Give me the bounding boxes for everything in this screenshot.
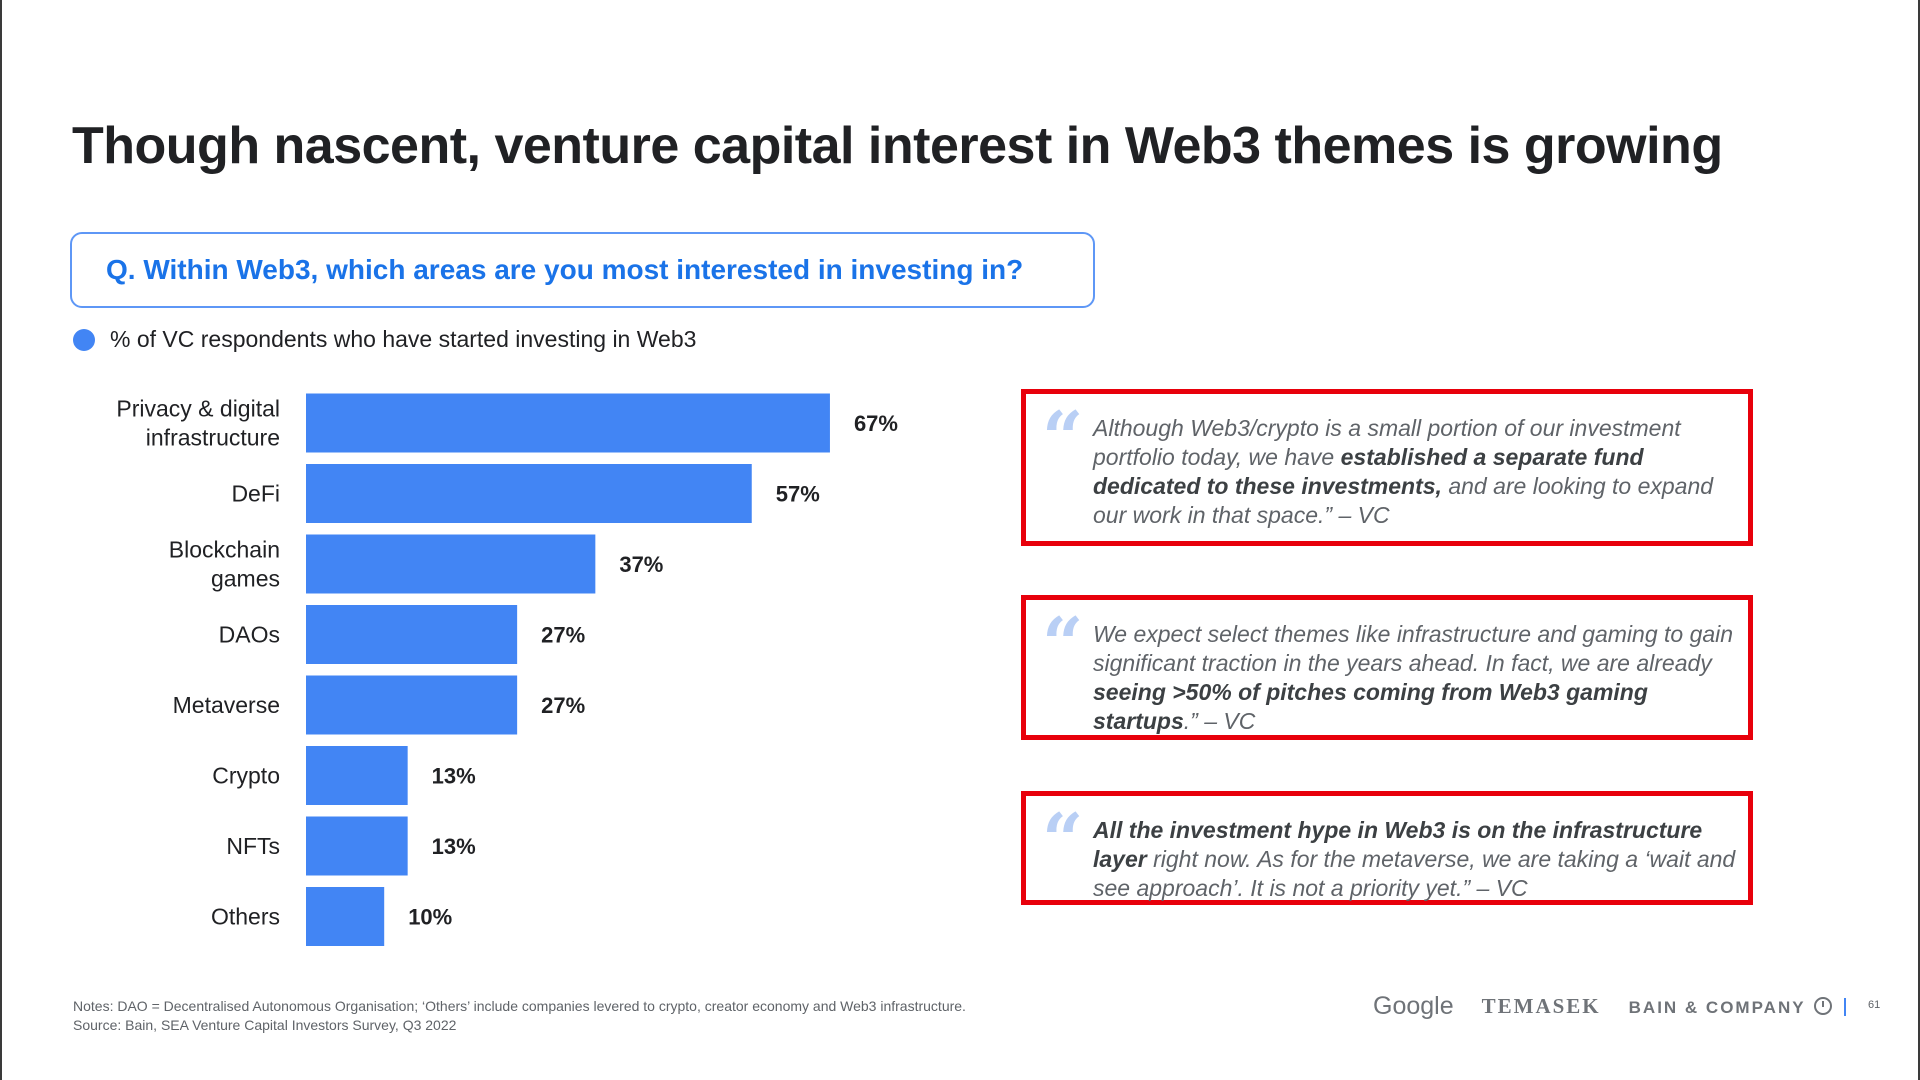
- bar: [306, 393, 830, 453]
- category-label: NFTs: [226, 833, 280, 859]
- slide-title: Though nascent, venture capital interest…: [72, 117, 1723, 175]
- bain-logo-text: BAIN & COMPANY: [1628, 997, 1806, 1017]
- bar: [306, 746, 408, 805]
- category-label: DAOs: [219, 622, 280, 648]
- bar-value-label: 27%: [541, 693, 585, 718]
- quote-mark-icon: “: [1042, 395, 1084, 480]
- page-number: 61: [1868, 999, 1881, 1011]
- quote-emphasis: All the investment hype in Web3 is on th…: [1093, 817, 1703, 872]
- bar-value-label: 27%: [541, 623, 585, 648]
- bar: [306, 675, 518, 735]
- category-label: Blockchain games: [169, 537, 280, 592]
- bain-logo: BAIN & COMPANY: [1629, 995, 1832, 1018]
- quote-segment: We expect select themes like infrastruct…: [1093, 621, 1734, 676]
- bar-value-label: 10%: [408, 905, 452, 930]
- category-label: Metaverse: [173, 692, 280, 718]
- bain-circle-icon: [1813, 996, 1832, 1015]
- frame-edge-left: [0, 0, 2, 1080]
- bar-value-label: 13%: [432, 834, 476, 859]
- quote-mark-icon: “: [1042, 601, 1084, 686]
- quote-box-3: “ All the investment hype in Web3 is on …: [1021, 791, 1753, 905]
- quote-text-1: Although Web3/crypto is a small portion …: [1093, 415, 1713, 528]
- legend-label: % of VC respondents who have started inv…: [110, 326, 697, 352]
- bar-value-label: 67%: [854, 411, 898, 436]
- quote-emphasis: seeing >50% of pitches coming from Web3 …: [1093, 679, 1648, 734]
- category-label-line: Metaverse: [173, 692, 280, 718]
- quote-segment: Although Web3/crypto is a small portion …: [1093, 415, 1681, 470]
- quote-text-3: All the investment hype in Web3 is on th…: [1093, 817, 1735, 901]
- quote-emphasis: established a separate fund dedicated to…: [1093, 444, 1644, 499]
- category-label-line: DeFi: [231, 481, 280, 507]
- bar-value-label: 37%: [619, 552, 663, 577]
- footnote-source: Source: Bain, SEA Venture Capital Invest…: [73, 1017, 457, 1033]
- quote-segment: and are looking to expand our work in th…: [1093, 473, 1714, 528]
- question-box: Q. Within Web3, which areas are you most…: [70, 232, 1095, 308]
- category-label: Privacy & digital infrastructure: [116, 396, 280, 451]
- category-label-line: Privacy & digital: [116, 396, 280, 422]
- category-label: Others: [211, 904, 280, 930]
- quote-segment: .” – VC: [1183, 708, 1256, 734]
- category-label-line: NFTs: [226, 833, 280, 859]
- footnotes: Notes: DAO = Decentralised Autonomous Or…: [73, 997, 966, 1035]
- quote-text-2: We expect select themes like infrastruct…: [1093, 621, 1733, 734]
- legend-swatch: [73, 328, 95, 351]
- google-logo: Google: [1373, 991, 1454, 1020]
- quote-box-1: “ Although Web3/crypto is a small portio…: [1021, 389, 1753, 546]
- footer-divider: [1844, 998, 1846, 1016]
- bar: [306, 605, 518, 664]
- category-label-line: games: [211, 566, 280, 592]
- chart-legend: % of VC respondents who have started inv…: [73, 326, 696, 353]
- bar: [306, 816, 408, 876]
- quote-box-2: “ We expect select themes like infrastru…: [1021, 595, 1753, 740]
- category-label: DeFi: [231, 481, 280, 507]
- bar-value-label: 57%: [776, 482, 820, 507]
- frame-edge-right: [1918, 0, 1920, 1080]
- footnote-notes: Notes: DAO = Decentralised Autonomous Or…: [73, 998, 966, 1014]
- bar: [306, 464, 752, 523]
- bar: [306, 534, 596, 594]
- temasek-logo: TEMASEK: [1481, 993, 1601, 1018]
- question-text: Q. Within Web3, which areas are you most…: [106, 254, 1024, 285]
- bar-value-label: 13%: [432, 764, 476, 789]
- footer-logos: Google TEMASEK BAIN & COMPANY: [1373, 990, 1832, 1022]
- category-label-line: Blockchain: [169, 537, 280, 563]
- bar: [306, 887, 385, 946]
- category-label: Crypto: [212, 763, 280, 789]
- category-label-line: DAOs: [219, 622, 280, 648]
- bar-chart: 67% Privacy & digital infrastructure 57% DeF…: [116, 393, 898, 946]
- quote-segment: right now. As for the metaverse, we are …: [1093, 846, 1736, 901]
- category-label-line: infrastructure: [146, 425, 280, 451]
- category-label-line: Others: [211, 904, 280, 930]
- quote-mark-icon: “: [1042, 797, 1084, 882]
- category-label-line: Crypto: [212, 763, 280, 789]
